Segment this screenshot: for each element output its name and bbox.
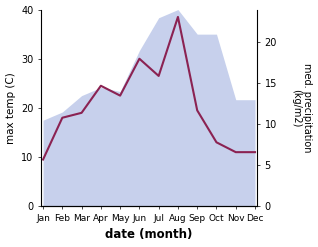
Y-axis label: med. precipitation
(kg/m2): med. precipitation (kg/m2) — [291, 63, 313, 153]
Y-axis label: max temp (C): max temp (C) — [5, 72, 16, 144]
X-axis label: date (month): date (month) — [105, 228, 193, 242]
